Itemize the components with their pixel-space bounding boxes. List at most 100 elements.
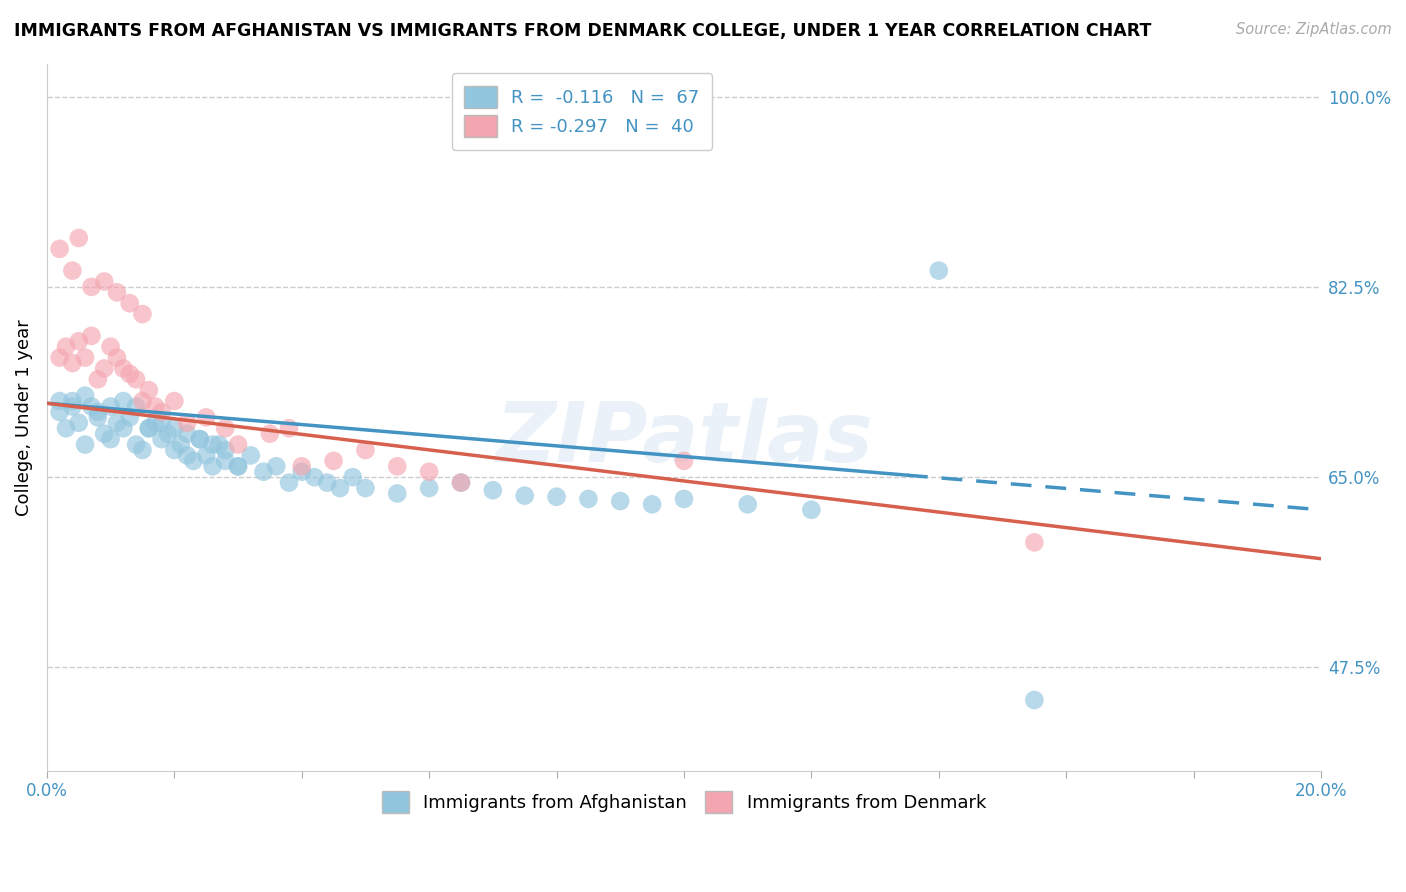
Point	[214, 442, 236, 457]
Point	[60, 356, 83, 370]
Point	[105, 285, 128, 300]
Point	[291, 465, 314, 479]
Point	[48, 405, 70, 419]
Point	[112, 421, 135, 435]
Point	[354, 442, 377, 457]
Point	[118, 367, 141, 381]
Point	[150, 432, 173, 446]
Point	[93, 275, 115, 289]
Point	[143, 400, 166, 414]
Point	[131, 307, 153, 321]
Point	[143, 416, 166, 430]
Point	[214, 421, 236, 435]
Point	[513, 489, 536, 503]
Point	[75, 437, 97, 451]
Point	[264, 459, 287, 474]
Point	[55, 421, 77, 435]
Text: ZIPatlas: ZIPatlas	[495, 398, 873, 479]
Point	[239, 449, 262, 463]
Point	[226, 459, 249, 474]
Point	[60, 394, 83, 409]
Point	[105, 416, 128, 430]
Point	[156, 426, 179, 441]
Point	[342, 470, 364, 484]
Point	[93, 361, 115, 376]
Point	[87, 405, 110, 419]
Point	[1024, 535, 1046, 549]
Point	[87, 410, 110, 425]
Point	[67, 416, 90, 430]
Point	[112, 361, 135, 376]
Point	[291, 459, 314, 474]
Point	[75, 389, 97, 403]
Point	[188, 432, 211, 446]
Point	[387, 459, 409, 474]
Point	[316, 475, 339, 490]
Point	[170, 437, 193, 451]
Point	[48, 242, 70, 256]
Point	[55, 340, 77, 354]
Point	[176, 416, 198, 430]
Point	[450, 475, 472, 490]
Point	[131, 394, 153, 409]
Point	[450, 475, 472, 490]
Point	[100, 340, 122, 354]
Y-axis label: College, Under 1 year: College, Under 1 year	[15, 319, 32, 516]
Point	[75, 351, 97, 365]
Text: IMMIGRANTS FROM AFGHANISTAN VS IMMIGRANTS FROM DENMARK COLLEGE, UNDER 1 YEAR COR: IMMIGRANTS FROM AFGHANISTAN VS IMMIGRANT…	[14, 22, 1152, 40]
Point	[80, 280, 103, 294]
Point	[112, 394, 135, 409]
Point	[93, 426, 115, 441]
Point	[641, 497, 664, 511]
Point	[176, 449, 198, 463]
Text: Source: ZipAtlas.com: Source: ZipAtlas.com	[1236, 22, 1392, 37]
Point	[80, 400, 103, 414]
Point	[150, 416, 173, 430]
Point	[195, 449, 218, 463]
Point	[100, 400, 122, 414]
Point	[278, 421, 301, 435]
Point	[163, 421, 186, 435]
Point	[138, 383, 160, 397]
Point	[80, 329, 103, 343]
Point	[1024, 693, 1046, 707]
Point	[131, 442, 153, 457]
Point	[214, 454, 236, 468]
Point	[546, 490, 568, 504]
Point	[105, 351, 128, 365]
Point	[418, 465, 440, 479]
Point	[48, 394, 70, 409]
Point	[737, 497, 759, 511]
Point	[183, 454, 205, 468]
Point	[226, 437, 249, 451]
Legend: Immigrants from Afghanistan, Immigrants from Denmark: Immigrants from Afghanistan, Immigrants …	[370, 778, 998, 825]
Point	[118, 410, 141, 425]
Point	[387, 486, 409, 500]
Point	[800, 503, 823, 517]
Point	[163, 394, 186, 409]
Point	[67, 334, 90, 349]
Point	[354, 481, 377, 495]
Point	[195, 410, 218, 425]
Point	[150, 405, 173, 419]
Point	[322, 454, 344, 468]
Point	[576, 491, 599, 506]
Point	[201, 437, 224, 451]
Point	[125, 372, 148, 386]
Point	[48, 351, 70, 365]
Point	[60, 400, 83, 414]
Point	[278, 475, 301, 490]
Point	[125, 400, 148, 414]
Point	[201, 459, 224, 474]
Point	[138, 421, 160, 435]
Point	[188, 432, 211, 446]
Point	[67, 231, 90, 245]
Point	[118, 296, 141, 310]
Point	[928, 263, 950, 277]
Point	[252, 465, 274, 479]
Point	[226, 459, 249, 474]
Point	[87, 372, 110, 386]
Point	[138, 421, 160, 435]
Point	[60, 263, 83, 277]
Point	[418, 481, 440, 495]
